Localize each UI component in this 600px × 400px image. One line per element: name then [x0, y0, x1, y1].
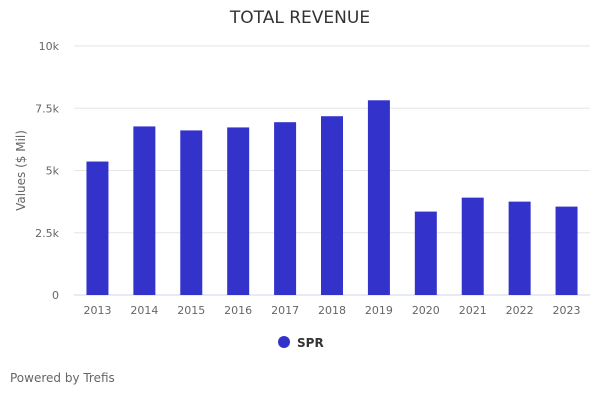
- bar-2015: [180, 130, 203, 295]
- x-tick-label: 2019: [365, 304, 393, 317]
- x-tick-label: 2013: [83, 304, 111, 317]
- x-tick-label: 2022: [506, 304, 534, 317]
- bar-2013: [86, 161, 109, 295]
- x-tick-label: 2017: [271, 304, 299, 317]
- legend-label: SPR: [297, 336, 324, 350]
- chart-title: TOTAL REVENUE: [229, 8, 371, 28]
- x-tick-label: 2015: [177, 304, 205, 317]
- bar-2016: [227, 127, 250, 295]
- powered-by-trefis[interactable]: Powered by Trefis: [10, 371, 115, 385]
- x-tick-label: 2020: [412, 304, 440, 317]
- x-tick-label: 2014: [130, 304, 158, 317]
- x-tick-label: 2016: [224, 304, 252, 317]
- bar-2014: [133, 126, 156, 295]
- y-axis-label: Values ($ Mil): [14, 130, 28, 211]
- y-tick-label: 7.5k: [35, 102, 59, 115]
- bar-2017: [274, 122, 297, 295]
- bar-2018: [321, 116, 343, 295]
- x-tick-label: 2021: [459, 304, 487, 317]
- y-tick-label: 10k: [39, 40, 60, 53]
- legend-marker: [278, 336, 290, 348]
- bar-2021: [461, 197, 484, 295]
- y-tick-label: 0: [52, 289, 59, 302]
- bar-2020: [414, 211, 437, 295]
- y-tick-label: 5k: [46, 165, 60, 178]
- bar-2022: [508, 201, 531, 295]
- bar-2023: [555, 206, 578, 295]
- x-tick-label: 2018: [318, 304, 346, 317]
- y-tick-label: 2.5k: [35, 227, 59, 240]
- bar-2019: [367, 100, 390, 295]
- x-tick-label: 2023: [553, 304, 581, 317]
